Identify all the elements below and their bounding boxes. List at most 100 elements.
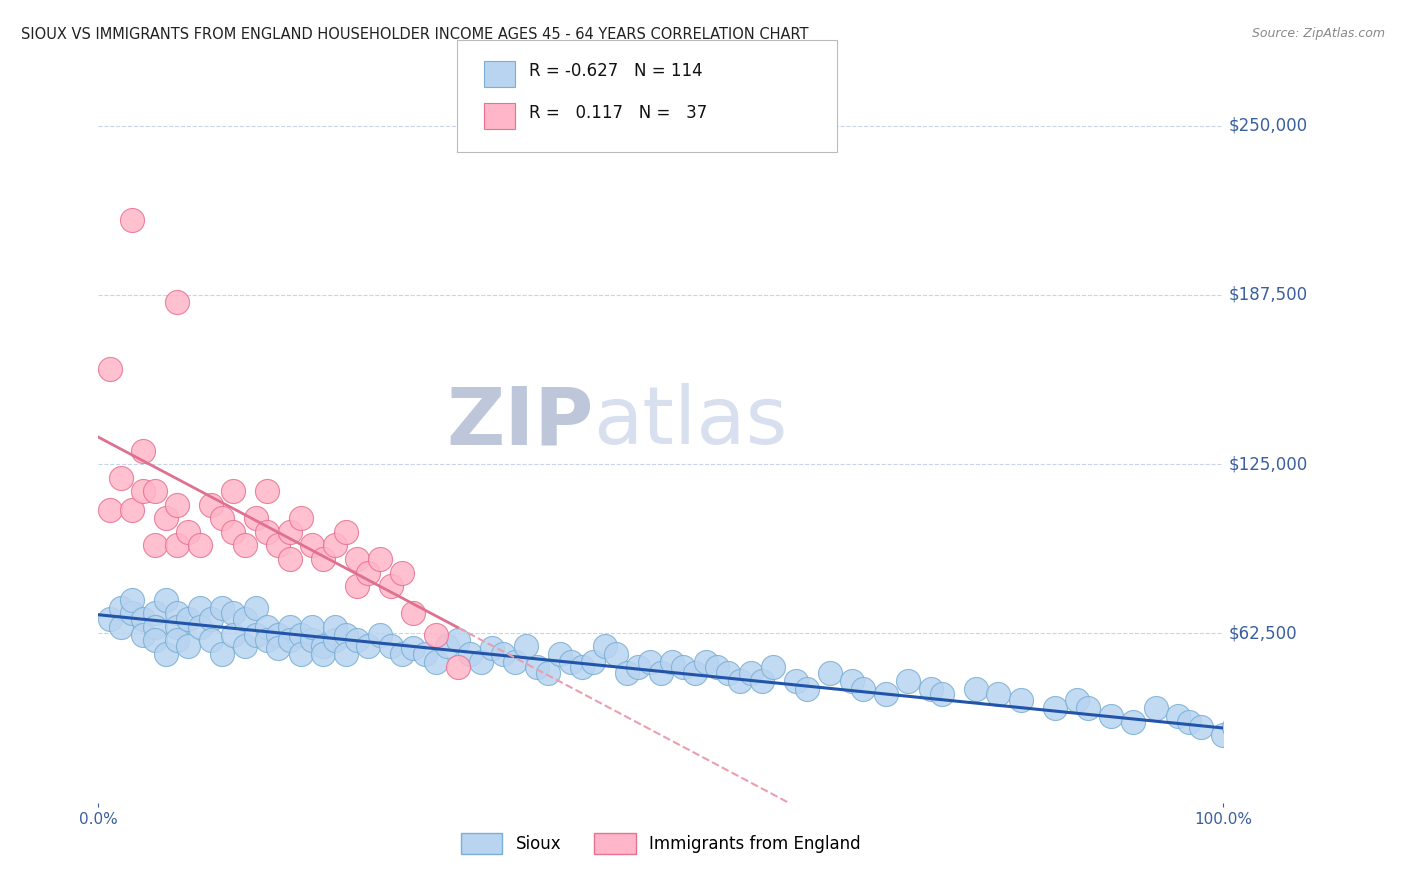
Point: [188, 620, 211, 634]
Text: $62,500: $62,500: [1229, 624, 1298, 642]
Point: [278, 524, 301, 539]
Point: [481, 641, 503, 656]
Point: [245, 511, 267, 525]
Point: [391, 647, 413, 661]
Point: [335, 628, 357, 642]
Point: [638, 655, 661, 669]
Point: [143, 538, 166, 552]
Point: [166, 538, 188, 552]
Point: [425, 655, 447, 669]
Point: [728, 673, 751, 688]
Text: $187,500: $187,500: [1229, 285, 1308, 304]
Point: [931, 688, 953, 702]
Point: [650, 665, 672, 680]
Point: [413, 647, 436, 661]
Point: [301, 633, 323, 648]
Point: [323, 538, 346, 552]
Point: [132, 443, 155, 458]
Point: [380, 579, 402, 593]
Point: [177, 639, 200, 653]
Point: [256, 620, 278, 634]
Point: [818, 665, 841, 680]
Point: [616, 665, 638, 680]
Point: [222, 484, 245, 499]
Point: [98, 503, 121, 517]
Point: [1246, 736, 1268, 750]
Point: [245, 600, 267, 615]
Point: [1324, 755, 1347, 769]
Point: [110, 620, 132, 634]
Point: [267, 628, 290, 642]
Point: [121, 592, 143, 607]
Point: [211, 647, 233, 661]
Point: [762, 660, 785, 674]
Point: [526, 660, 548, 674]
Text: R =   0.117   N =   37: R = 0.117 N = 37: [529, 104, 707, 122]
Point: [335, 524, 357, 539]
Point: [605, 647, 627, 661]
Point: [155, 511, 177, 525]
Point: [166, 294, 188, 309]
Point: [785, 673, 807, 688]
Point: [695, 655, 717, 669]
Point: [920, 681, 942, 696]
Point: [672, 660, 695, 674]
Point: [492, 647, 515, 661]
Point: [200, 498, 222, 512]
Point: [200, 633, 222, 648]
Point: [110, 471, 132, 485]
Point: [98, 611, 121, 625]
Point: [222, 606, 245, 620]
Point: [267, 538, 290, 552]
Point: [188, 538, 211, 552]
Point: [256, 524, 278, 539]
Point: [1167, 709, 1189, 723]
Point: [1178, 714, 1201, 729]
Point: [571, 660, 593, 674]
Point: [121, 606, 143, 620]
Point: [470, 655, 492, 669]
Point: [222, 524, 245, 539]
Point: [188, 600, 211, 615]
Point: [1189, 720, 1212, 734]
Point: [380, 639, 402, 653]
Point: [132, 628, 155, 642]
Point: [256, 484, 278, 499]
Point: [1212, 728, 1234, 742]
Point: [560, 655, 582, 669]
Text: $250,000: $250,000: [1229, 117, 1308, 135]
Point: [98, 362, 121, 376]
Point: [1223, 720, 1246, 734]
Point: [875, 688, 897, 702]
Point: [1066, 693, 1088, 707]
Point: [301, 538, 323, 552]
Point: [267, 641, 290, 656]
Point: [346, 633, 368, 648]
Point: [402, 606, 425, 620]
Point: [852, 681, 875, 696]
Point: [1347, 764, 1369, 778]
Point: [278, 620, 301, 634]
Point: [290, 628, 312, 642]
Point: [1099, 709, 1122, 723]
Point: [458, 647, 481, 661]
Point: [402, 641, 425, 656]
Point: [312, 639, 335, 653]
Point: [582, 655, 605, 669]
Point: [233, 538, 256, 552]
Point: [346, 579, 368, 593]
Point: [312, 552, 335, 566]
Point: [110, 600, 132, 615]
Point: [222, 628, 245, 642]
Point: [717, 665, 740, 680]
Point: [335, 647, 357, 661]
Point: [290, 511, 312, 525]
Text: SIOUX VS IMMIGRANTS FROM ENGLAND HOUSEHOLDER INCOME AGES 45 - 64 YEARS CORRELATI: SIOUX VS IMMIGRANTS FROM ENGLAND HOUSEHO…: [21, 27, 808, 42]
Point: [368, 628, 391, 642]
Point: [278, 633, 301, 648]
Point: [301, 620, 323, 634]
Point: [155, 592, 177, 607]
Point: [323, 633, 346, 648]
Point: [166, 498, 188, 512]
Point: [391, 566, 413, 580]
